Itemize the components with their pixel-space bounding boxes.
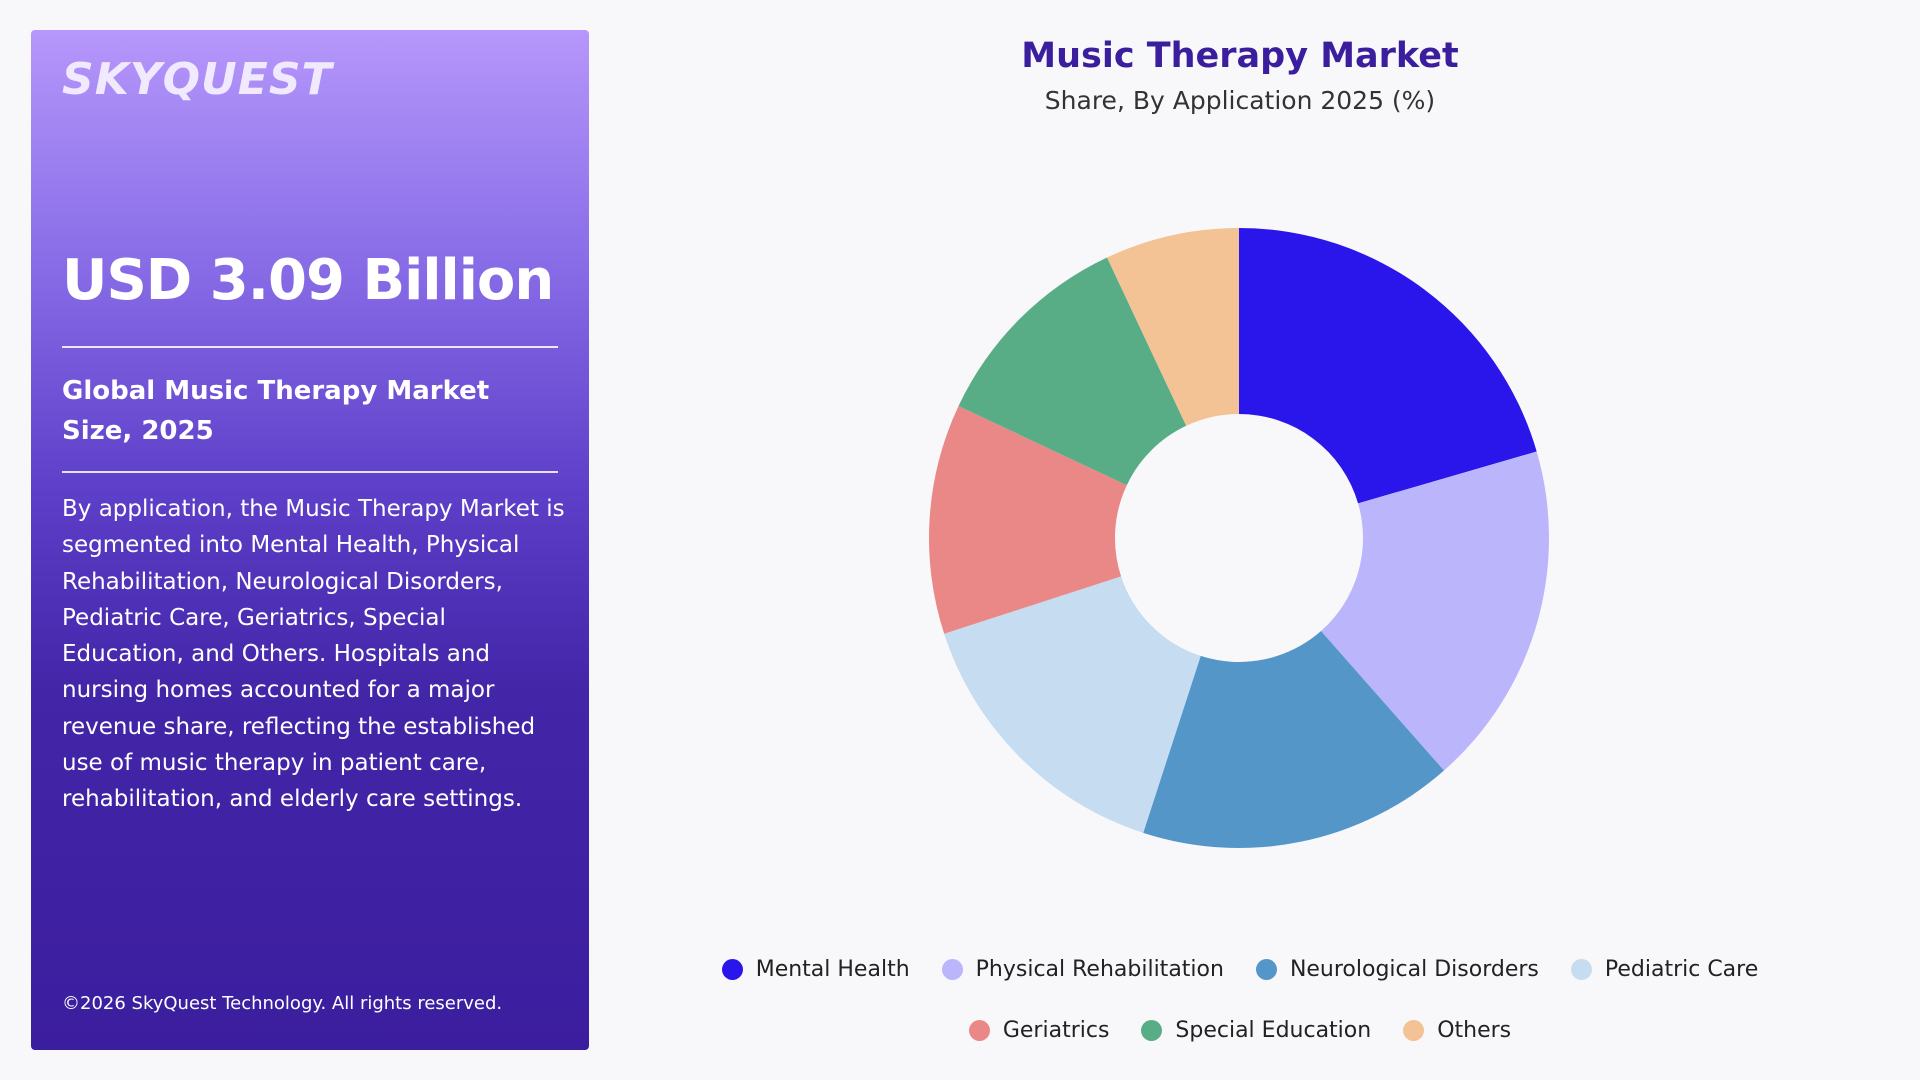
market-description: By application, the Music Therapy Market… xyxy=(62,496,565,813)
legend-swatch xyxy=(1570,959,1592,980)
legend-label: Others xyxy=(1437,1018,1512,1043)
legend-item-geriatrics: Geriatrics xyxy=(968,1018,1110,1043)
divider xyxy=(62,346,558,348)
donut-slice-geriatrics xyxy=(928,406,1127,634)
divider xyxy=(62,471,558,473)
chart-subtitle: Share, By Application 2025 (%) xyxy=(1044,86,1436,115)
summary-panel: SKYQUEST USD 3.09 Billion Global Music T… xyxy=(31,30,589,1050)
legend-swatch xyxy=(968,1020,990,1041)
legend-swatch xyxy=(1255,959,1277,980)
chart-legend: Mental Health Physical Rehabilitation Ne… xyxy=(640,957,1840,982)
chart-legend: Geriatrics Special Education Others xyxy=(640,1018,1840,1043)
legend-item-special-education: Special Education xyxy=(1141,1018,1371,1043)
copyright-notice: ©2026 SkyQuest Technology. All rights re… xyxy=(62,993,503,1014)
donut-slice-special-education xyxy=(958,257,1187,486)
legend-item-physical-rehabilitation: Physical Rehabilitation xyxy=(941,957,1224,982)
legend-label: Physical Rehabilitation xyxy=(975,957,1224,982)
skyquest-logo: SKYQUEST xyxy=(62,54,333,105)
legend-item-mental-health: Mental Health xyxy=(721,957,910,982)
legend-item-pediatric-care: Pediatric Care xyxy=(1570,957,1759,982)
market-size-label: Global Music Therapy Market Size, 2025 xyxy=(62,376,490,446)
donut-slice-pediatric-care xyxy=(944,576,1201,833)
legend-item-others: Others xyxy=(1403,1018,1511,1043)
legend-label: Pediatric Care xyxy=(1604,957,1759,982)
legend-label: Neurological Disorders xyxy=(1289,957,1539,982)
donut-slice-physical-rehabilitation xyxy=(1321,451,1549,771)
legend-swatch xyxy=(941,959,963,980)
legend-swatch xyxy=(721,959,743,980)
chart-title: Music Therapy Market xyxy=(1021,36,1459,76)
donut-slice-others xyxy=(1107,228,1239,426)
legend-label: Mental Health xyxy=(755,957,910,982)
market-size-value: USD 3.09 Billion xyxy=(62,248,554,313)
donut-slice-mental-health xyxy=(1239,228,1537,504)
legend-swatch xyxy=(1141,1020,1163,1041)
donut-slice-neurological-disorders xyxy=(1143,631,1445,848)
legend-label: Geriatrics xyxy=(1002,1018,1110,1043)
legend-item-neurological-disorders: Neurological Disorders xyxy=(1255,957,1539,982)
legend-swatch xyxy=(1403,1020,1425,1041)
legend-label: Special Education xyxy=(1175,1018,1372,1043)
